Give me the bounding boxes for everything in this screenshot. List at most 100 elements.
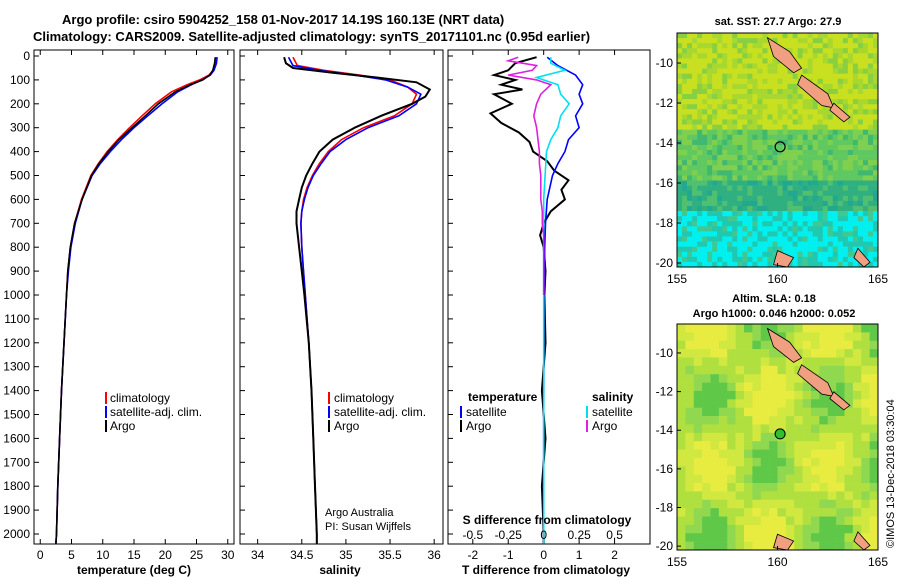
sst-cell <box>807 109 813 115</box>
sla-cell <box>819 541 829 551</box>
sla-cell <box>844 533 854 542</box>
sst-cell <box>782 119 788 125</box>
sst-cell <box>792 155 798 161</box>
sst-cell <box>732 63 738 69</box>
sla-cell <box>752 324 762 333</box>
map-lat-label: -10 <box>656 56 674 70</box>
sst-cell <box>807 170 813 176</box>
sla-cell <box>802 449 812 459</box>
sst-cell <box>717 43 723 49</box>
sst-cell <box>747 78 753 85</box>
sla-cell <box>769 374 778 383</box>
sst-cell <box>852 43 859 49</box>
sst-cell <box>742 144 748 151</box>
sst-cell <box>692 144 698 151</box>
sst-cell <box>832 236 839 242</box>
sst-cell <box>787 180 793 186</box>
sst-cell <box>757 63 763 69</box>
sst-cell <box>792 200 798 207</box>
sst-cell <box>827 175 834 181</box>
sst-cell <box>722 256 728 263</box>
sla-cell <box>844 499 854 509</box>
sla-cell <box>844 382 854 392</box>
sst-cell <box>827 83 834 90</box>
map-lon-label: 160 <box>767 555 787 569</box>
sla-cell <box>811 340 820 350</box>
sla-cell <box>718 541 728 551</box>
sst-cell <box>717 150 723 156</box>
sst-cell <box>867 195 874 202</box>
sst-cell <box>702 109 708 115</box>
sst-cell <box>867 155 874 161</box>
sst-cell <box>762 53 768 59</box>
sst-cell <box>682 246 688 253</box>
sst-cell <box>867 160 874 166</box>
sst-cell <box>842 134 849 141</box>
sst-cell <box>862 241 869 247</box>
sst-cell <box>782 226 788 232</box>
sla-cell <box>760 382 770 392</box>
sst-cell <box>787 73 793 80</box>
sst-cell <box>772 94 778 100</box>
sst-cell <box>692 175 698 181</box>
sst-cell <box>737 83 743 90</box>
sla-cell <box>794 432 803 442</box>
sst-cell <box>702 256 708 263</box>
sla-cell <box>802 399 812 408</box>
sst-cell <box>787 88 793 95</box>
sst-cell <box>842 221 849 227</box>
sst-cell <box>757 226 763 232</box>
sla-cell <box>836 474 845 484</box>
sst-cell <box>827 38 834 44</box>
sla-cell <box>744 357 753 367</box>
sla-cell <box>827 499 837 509</box>
sst-cell <box>772 114 778 120</box>
sla-cell <box>785 499 795 509</box>
sst-cell <box>727 139 733 146</box>
sst-cell <box>872 205 879 212</box>
sst-cell <box>852 129 859 136</box>
sst-cell <box>782 180 788 186</box>
sst-cell <box>812 190 818 197</box>
sst-cell <box>842 73 849 80</box>
difference-legend: temperature satellite Argo salinity sate… <box>460 390 634 433</box>
sst-cell <box>697 38 703 44</box>
sla-cell <box>836 424 845 434</box>
sla-cell <box>735 541 745 551</box>
sst-cell <box>857 150 864 156</box>
sst-cell <box>707 83 713 90</box>
sst-cell <box>802 68 808 74</box>
sst-cell <box>867 73 874 80</box>
sst-cell <box>757 170 763 176</box>
sst-cell <box>872 226 879 232</box>
sla-cell <box>677 407 686 417</box>
sla-cell <box>702 424 711 434</box>
sst-cell <box>762 109 768 115</box>
sst-cell <box>742 43 748 49</box>
sst-cell <box>757 200 763 207</box>
sst-cell <box>702 241 708 247</box>
salinity-plot-frame <box>239 49 444 545</box>
sla-cell <box>802 349 812 358</box>
sst-cell <box>857 200 864 207</box>
sla-cell <box>794 424 803 434</box>
sla-cell <box>819 332 829 342</box>
sst-cell <box>757 88 763 95</box>
sst-cell <box>737 180 743 186</box>
sla-cell <box>760 390 770 400</box>
sla-cell <box>769 508 778 517</box>
sla-map-title: Altim. SLA: 0.18 <box>732 293 816 305</box>
sst-cell <box>857 119 864 125</box>
sst-cell <box>757 73 763 80</box>
sst-cell <box>857 144 864 151</box>
sst-cell <box>707 33 713 39</box>
sst-cell <box>827 185 834 191</box>
sst-cell <box>782 68 788 74</box>
sst-cell <box>707 144 713 151</box>
sst-cell <box>727 256 733 263</box>
sst-cell <box>862 73 869 80</box>
sla-cell <box>836 382 845 392</box>
sla-cell <box>744 349 753 358</box>
sst-cell <box>777 139 783 146</box>
sst-cell <box>737 200 743 207</box>
